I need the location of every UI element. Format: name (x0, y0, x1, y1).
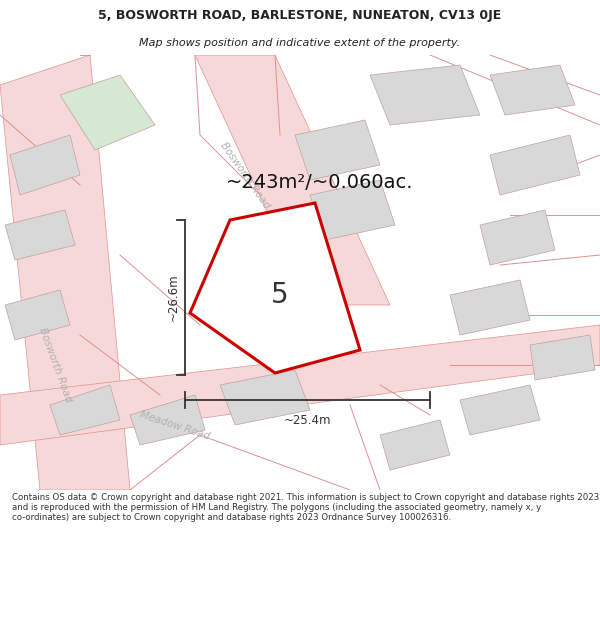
Polygon shape (60, 75, 155, 150)
Polygon shape (0, 325, 600, 445)
Polygon shape (240, 305, 325, 360)
Text: Map shows position and indicative extent of the property.: Map shows position and indicative extent… (139, 38, 461, 48)
Text: 5, BOSWORTH ROAD, BARLESTONE, NUNEATON, CV13 0JE: 5, BOSWORTH ROAD, BARLESTONE, NUNEATON, … (98, 9, 502, 22)
Text: ~25.4m: ~25.4m (284, 414, 331, 427)
Text: Bosworth Road: Bosworth Road (218, 140, 272, 210)
Polygon shape (130, 395, 205, 445)
Polygon shape (190, 203, 360, 373)
Polygon shape (5, 210, 75, 260)
Polygon shape (490, 135, 580, 195)
Polygon shape (450, 280, 530, 335)
Polygon shape (530, 335, 595, 380)
Polygon shape (380, 420, 450, 470)
Polygon shape (10, 135, 80, 195)
Polygon shape (50, 385, 120, 435)
Text: 5: 5 (271, 281, 289, 309)
Text: ~26.6m: ~26.6m (167, 274, 179, 321)
Polygon shape (195, 55, 390, 305)
Text: ~243m²/~0.060ac.: ~243m²/~0.060ac. (226, 174, 414, 192)
Polygon shape (460, 385, 540, 435)
Polygon shape (490, 65, 575, 115)
Polygon shape (295, 120, 380, 180)
Text: Bosworth Road: Bosworth Road (37, 326, 73, 404)
Polygon shape (5, 290, 70, 340)
Polygon shape (310, 180, 395, 240)
Polygon shape (220, 370, 310, 425)
Polygon shape (370, 65, 480, 125)
Polygon shape (0, 55, 130, 490)
Text: Contains OS data © Crown copyright and database right 2021. This information is : Contains OS data © Crown copyright and d… (12, 492, 599, 522)
Polygon shape (250, 240, 335, 300)
Text: Meadow Road: Meadow Road (139, 409, 211, 441)
Polygon shape (480, 210, 555, 265)
